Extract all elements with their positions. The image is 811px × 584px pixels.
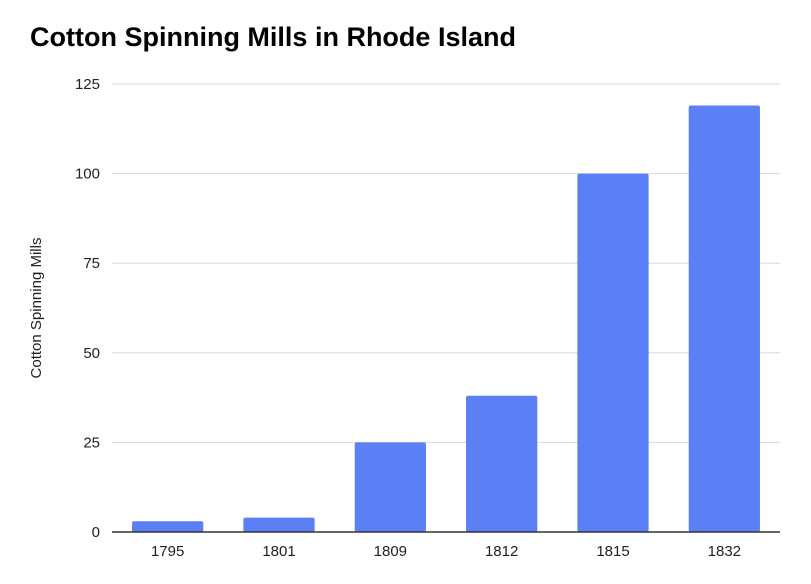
y-axis-title: Cotton Spinning Mills	[28, 238, 45, 379]
x-tick-label: 1815	[596, 543, 629, 560]
y-tick-label: 75	[83, 255, 100, 272]
y-tick-label: 25	[83, 434, 100, 451]
x-tick-label: 1801	[262, 543, 295, 560]
x-tick-label: 1832	[708, 543, 741, 560]
x-tick-label: 1809	[374, 543, 407, 560]
bar-1832	[688, 105, 760, 532]
x-tick-label: 1812	[485, 543, 518, 560]
gridlines	[112, 83, 780, 443]
bar-1809	[354, 442, 426, 532]
bar-1812	[466, 395, 538, 532]
y-tick-label: 0	[92, 524, 100, 541]
y-tick-label: 125	[75, 76, 100, 93]
y-tick-label: 100	[75, 166, 100, 183]
bars	[132, 105, 760, 532]
bar-1815	[577, 173, 649, 532]
chart-title: Cotton Spinning Mills in Rhode Island	[30, 22, 516, 52]
bar-1795	[132, 521, 204, 532]
tick-labels: 0 25 50 75 100 125 1795 1801 1809 1812 1815 1832	[75, 76, 741, 560]
y-tick-label: 50	[83, 345, 100, 362]
bar-1801	[243, 517, 315, 532]
x-tick-label: 1795	[151, 543, 184, 560]
